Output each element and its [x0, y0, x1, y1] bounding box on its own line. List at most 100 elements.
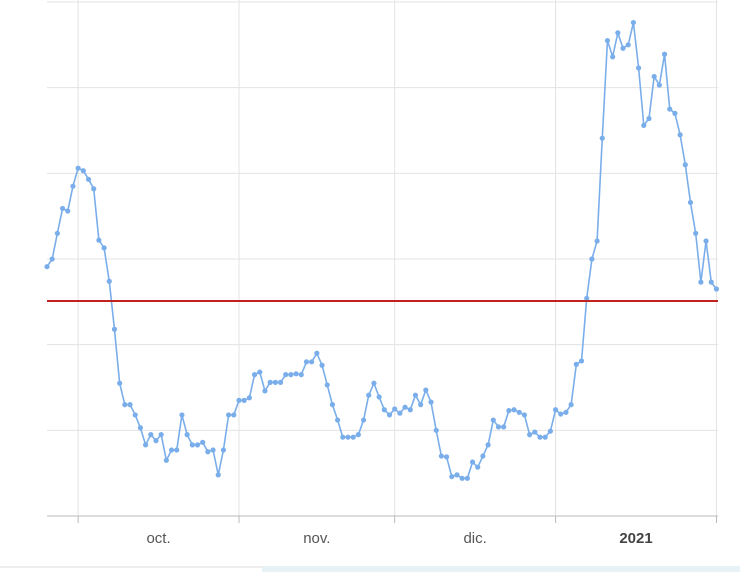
- data-point: [257, 369, 263, 375]
- data-point: [501, 424, 507, 430]
- data-point: [386, 412, 393, 418]
- data-point: [713, 286, 720, 292]
- data-point: [236, 397, 242, 403]
- data-point: [438, 453, 445, 459]
- data-point: [672, 110, 678, 116]
- data-point: [314, 350, 320, 356]
- data-point: [303, 359, 310, 365]
- data-point: [226, 412, 232, 418]
- data-point: [615, 30, 621, 36]
- data-point: [661, 51, 668, 57]
- data-point: [547, 428, 553, 434]
- data-point: [703, 238, 709, 244]
- data-point: [552, 407, 559, 413]
- bottom-strip: [0, 566, 262, 568]
- data-point: [163, 457, 169, 463]
- data-point: [277, 379, 284, 385]
- data-point: [174, 447, 180, 453]
- data-point: [345, 434, 351, 440]
- data-point: [682, 162, 688, 168]
- data-point: [558, 411, 564, 417]
- data-point: [96, 237, 102, 243]
- data-point: [319, 362, 325, 368]
- data-point: [283, 372, 289, 378]
- data-point: [578, 358, 585, 364]
- data-point: [454, 472, 460, 478]
- data-point: [568, 402, 574, 408]
- data-point: [366, 392, 372, 398]
- data-point: [251, 372, 258, 378]
- data-point: [667, 106, 673, 112]
- data-point: [272, 379, 278, 385]
- data-point: [189, 442, 195, 448]
- data-point: [44, 264, 50, 270]
- data-point: [262, 388, 268, 394]
- data-point: [241, 397, 247, 403]
- data-point: [464, 475, 470, 481]
- data-point: [687, 199, 694, 206]
- data-point: [407, 407, 413, 413]
- data-point: [200, 439, 206, 445]
- data-point: [220, 447, 227, 453]
- data-point: [402, 404, 408, 410]
- data-point: [309, 359, 315, 365]
- data-point: [376, 394, 382, 400]
- data-point: [59, 205, 66, 212]
- data-point: [158, 432, 164, 438]
- data-point: [677, 132, 683, 138]
- data-point: [656, 82, 662, 88]
- data-point: [355, 432, 361, 438]
- data-point: [246, 395, 252, 401]
- data-point: [143, 442, 149, 448]
- data-point: [625, 42, 631, 48]
- data-point: [693, 230, 699, 236]
- data-point: [584, 295, 590, 302]
- data-point: [127, 402, 133, 408]
- data-line: [46, 22, 718, 480]
- data-point: [148, 432, 154, 438]
- data-point: [646, 115, 652, 122]
- data-point: [298, 372, 304, 378]
- data-point: [537, 434, 543, 440]
- bottom-strip: [262, 566, 740, 572]
- data-point: [397, 410, 403, 416]
- data-point: [122, 402, 128, 408]
- data-point: [340, 434, 346, 440]
- data-point: [506, 408, 512, 414]
- data-point: [485, 442, 491, 448]
- data-point: [111, 326, 118, 332]
- data-point: [215, 472, 221, 478]
- data-point: [532, 429, 538, 435]
- data-point: [101, 245, 107, 251]
- data-point: [117, 380, 123, 386]
- data-point: [521, 412, 528, 418]
- data-point: [350, 434, 356, 440]
- data-point: [620, 45, 626, 51]
- data-point: [495, 424, 502, 430]
- x-tick-label: oct.: [146, 530, 170, 547]
- data-point: [65, 208, 71, 214]
- data-point: [630, 19, 637, 26]
- x-tick-label: 2021: [619, 530, 652, 547]
- data-point: [49, 256, 55, 262]
- data-point: [267, 379, 273, 385]
- data-point: [70, 183, 76, 189]
- data-point: [423, 387, 429, 393]
- data-point: [381, 407, 387, 413]
- data-point: [132, 412, 138, 418]
- data-point: [443, 454, 450, 460]
- data-point: [184, 432, 190, 438]
- data-point: [449, 473, 455, 480]
- data-point: [542, 434, 548, 440]
- data-point: [599, 135, 605, 141]
- data-point: [594, 238, 600, 244]
- data-point: [511, 407, 517, 413]
- data-point: [179, 412, 185, 418]
- data-point: [490, 417, 496, 423]
- data-point: [91, 186, 97, 192]
- data-point: [610, 54, 616, 60]
- data-point: [698, 279, 704, 285]
- data-point: [459, 475, 465, 481]
